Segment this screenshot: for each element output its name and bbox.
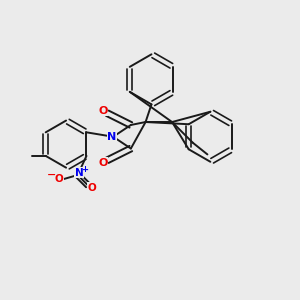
Text: N: N bbox=[75, 168, 83, 178]
Text: +: + bbox=[81, 165, 88, 174]
Text: O: O bbox=[98, 106, 108, 116]
Text: −: − bbox=[46, 170, 56, 180]
Text: O: O bbox=[54, 174, 63, 184]
Text: O: O bbox=[98, 158, 108, 168]
Text: N: N bbox=[107, 132, 116, 142]
Text: O: O bbox=[87, 183, 96, 193]
